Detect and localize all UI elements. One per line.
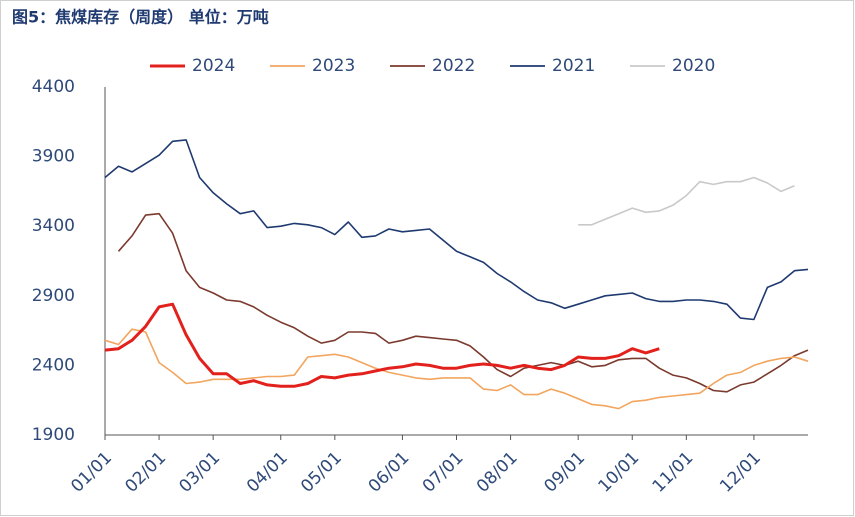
x-tick-label: 04/01 (243, 448, 292, 497)
legend-label: 2024 (192, 56, 235, 76)
x-tick-label: 11/01 (649, 448, 698, 497)
x-tick-label: 12/01 (716, 448, 765, 497)
y-tick-label: 3900 (32, 147, 75, 167)
series-line (104, 139, 809, 321)
chart-title: 图5：焦煤库存（周度） 单位：万吨 (12, 8, 269, 27)
x-tick-label: 08/01 (473, 448, 522, 497)
x-tick-label: 09/01 (540, 448, 589, 497)
x-tick-label: 02/01 (121, 448, 170, 497)
y-tick-label: 2900 (32, 286, 75, 306)
legend-label: 2022 (432, 56, 475, 76)
legend-label: 2023 (312, 56, 355, 76)
series-line (117, 212, 809, 393)
series-line (104, 328, 809, 410)
series-line (104, 302, 660, 388)
x-tick-label: 10/01 (595, 448, 644, 497)
y-tick-label: 4400 (32, 77, 75, 97)
legend-label: 2020 (672, 56, 715, 76)
y-tick-label: 3400 (32, 216, 75, 236)
x-tick-label: 05/01 (297, 448, 346, 497)
y-tick-label: 2400 (32, 355, 75, 375)
series-line (578, 176, 795, 226)
x-tick-label: 01/01 (67, 448, 116, 497)
x-tick-label: 03/01 (175, 448, 224, 497)
x-tick-label: 07/01 (419, 448, 468, 497)
legend-label: 2021 (552, 56, 595, 76)
y-tick-label: 1900 (32, 425, 75, 445)
x-tick-label: 06/01 (365, 448, 414, 497)
